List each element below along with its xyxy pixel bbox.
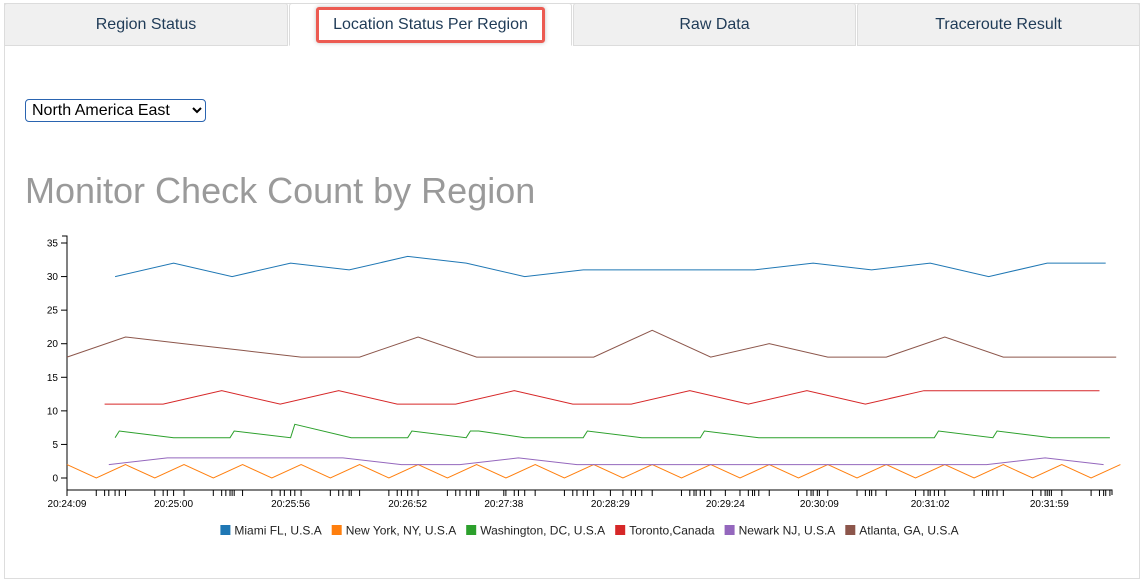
legend-label: Newark NJ, U.S.A <box>739 524 836 538</box>
tab-label: Traceroute Result <box>935 15 1062 33</box>
y-tick-label: 35 <box>47 239 59 250</box>
series-line <box>108 457 1104 466</box>
x-tick-label: 20:26:52 <box>388 499 427 510</box>
x-tick-label: 20:31:59 <box>1030 499 1069 510</box>
legend-item: Toronto,Canada <box>615 524 715 538</box>
tab-location-status-per-region[interactable]: Location Status Per Region <box>289 3 572 46</box>
legend-item: Miami FL, U.S.A <box>220 524 322 538</box>
tab-region-status[interactable]: Region Status <box>4 3 288 46</box>
x-tick-label: 20:25:56 <box>271 499 310 510</box>
legend-swatch <box>220 525 231 535</box>
series-line <box>66 464 1121 479</box>
x-tick-label: 20:30:09 <box>800 499 839 510</box>
legend-label: Washington, DC, U.S.A <box>480 524 605 538</box>
line-chart: 0 5 10 15 20 25 30 35 20:24:09 20:25:00 20:25:56 20… <box>47 235 1121 538</box>
x-tick-label: 20:29:24 <box>706 499 745 510</box>
chart-title: Monitor Check Count by Region <box>25 170 536 211</box>
x-tick-label: 20:25:00 <box>154 499 193 510</box>
legend: Miami FL, U.S.A New York, NY, U.S.A Washin… <box>220 524 959 538</box>
y-tick-label: 10 <box>47 406 59 417</box>
x-tick-label: 20:27:38 <box>484 499 523 510</box>
legend-swatch <box>331 525 342 535</box>
legend-swatch <box>724 525 735 535</box>
y-tick-label: 30 <box>47 272 59 283</box>
legend-item: New York, NY, U.S.A <box>331 524 457 538</box>
series-line <box>114 255 1106 278</box>
legend-swatch <box>615 525 626 535</box>
legend-label: Atlanta, GA, U.S.A <box>859 524 958 538</box>
legend-swatch <box>466 525 477 535</box>
series-line <box>104 390 1100 405</box>
legend-item: Atlanta, GA, U.S.A <box>845 524 959 538</box>
legend-label: Toronto,Canada <box>629 524 715 538</box>
region-select[interactable]: North America East <box>25 99 206 122</box>
tab-label: Region Status <box>95 15 197 33</box>
x-tick-label: 20:28:29 <box>591 499 630 510</box>
legend-swatch <box>845 525 856 535</box>
legend-item: Newark NJ, U.S.A <box>724 524 836 538</box>
y-tick-label: 0 <box>52 474 58 485</box>
y-tick-label: 20 <box>47 339 59 350</box>
y-tick-label: 15 <box>47 373 59 384</box>
tab-traceroute-result[interactable]: Traceroute Result <box>857 3 1140 46</box>
tab-label: Location Status Per Region <box>316 6 545 43</box>
x-axis <box>66 489 1113 495</box>
y-axis <box>62 235 68 490</box>
legend-item: Washington, DC, U.S.A <box>466 524 605 538</box>
x-tick-label: 20:31:02 <box>911 499 950 510</box>
tab-label: Raw Data <box>679 15 750 33</box>
tab-bar: Region Status Location Status Per Region… <box>4 3 1140 46</box>
series-line <box>66 329 1117 358</box>
tab-raw-data[interactable]: Raw Data <box>573 3 856 46</box>
x-tick-label: 20:24:09 <box>48 499 87 510</box>
y-tick-label: 25 <box>47 306 59 317</box>
legend-label: New York, NY, U.S.A <box>346 524 457 538</box>
legend-label: Miami FL, U.S.A <box>234 524 321 538</box>
series-line <box>114 423 1110 439</box>
y-tick-label: 5 <box>52 440 58 451</box>
